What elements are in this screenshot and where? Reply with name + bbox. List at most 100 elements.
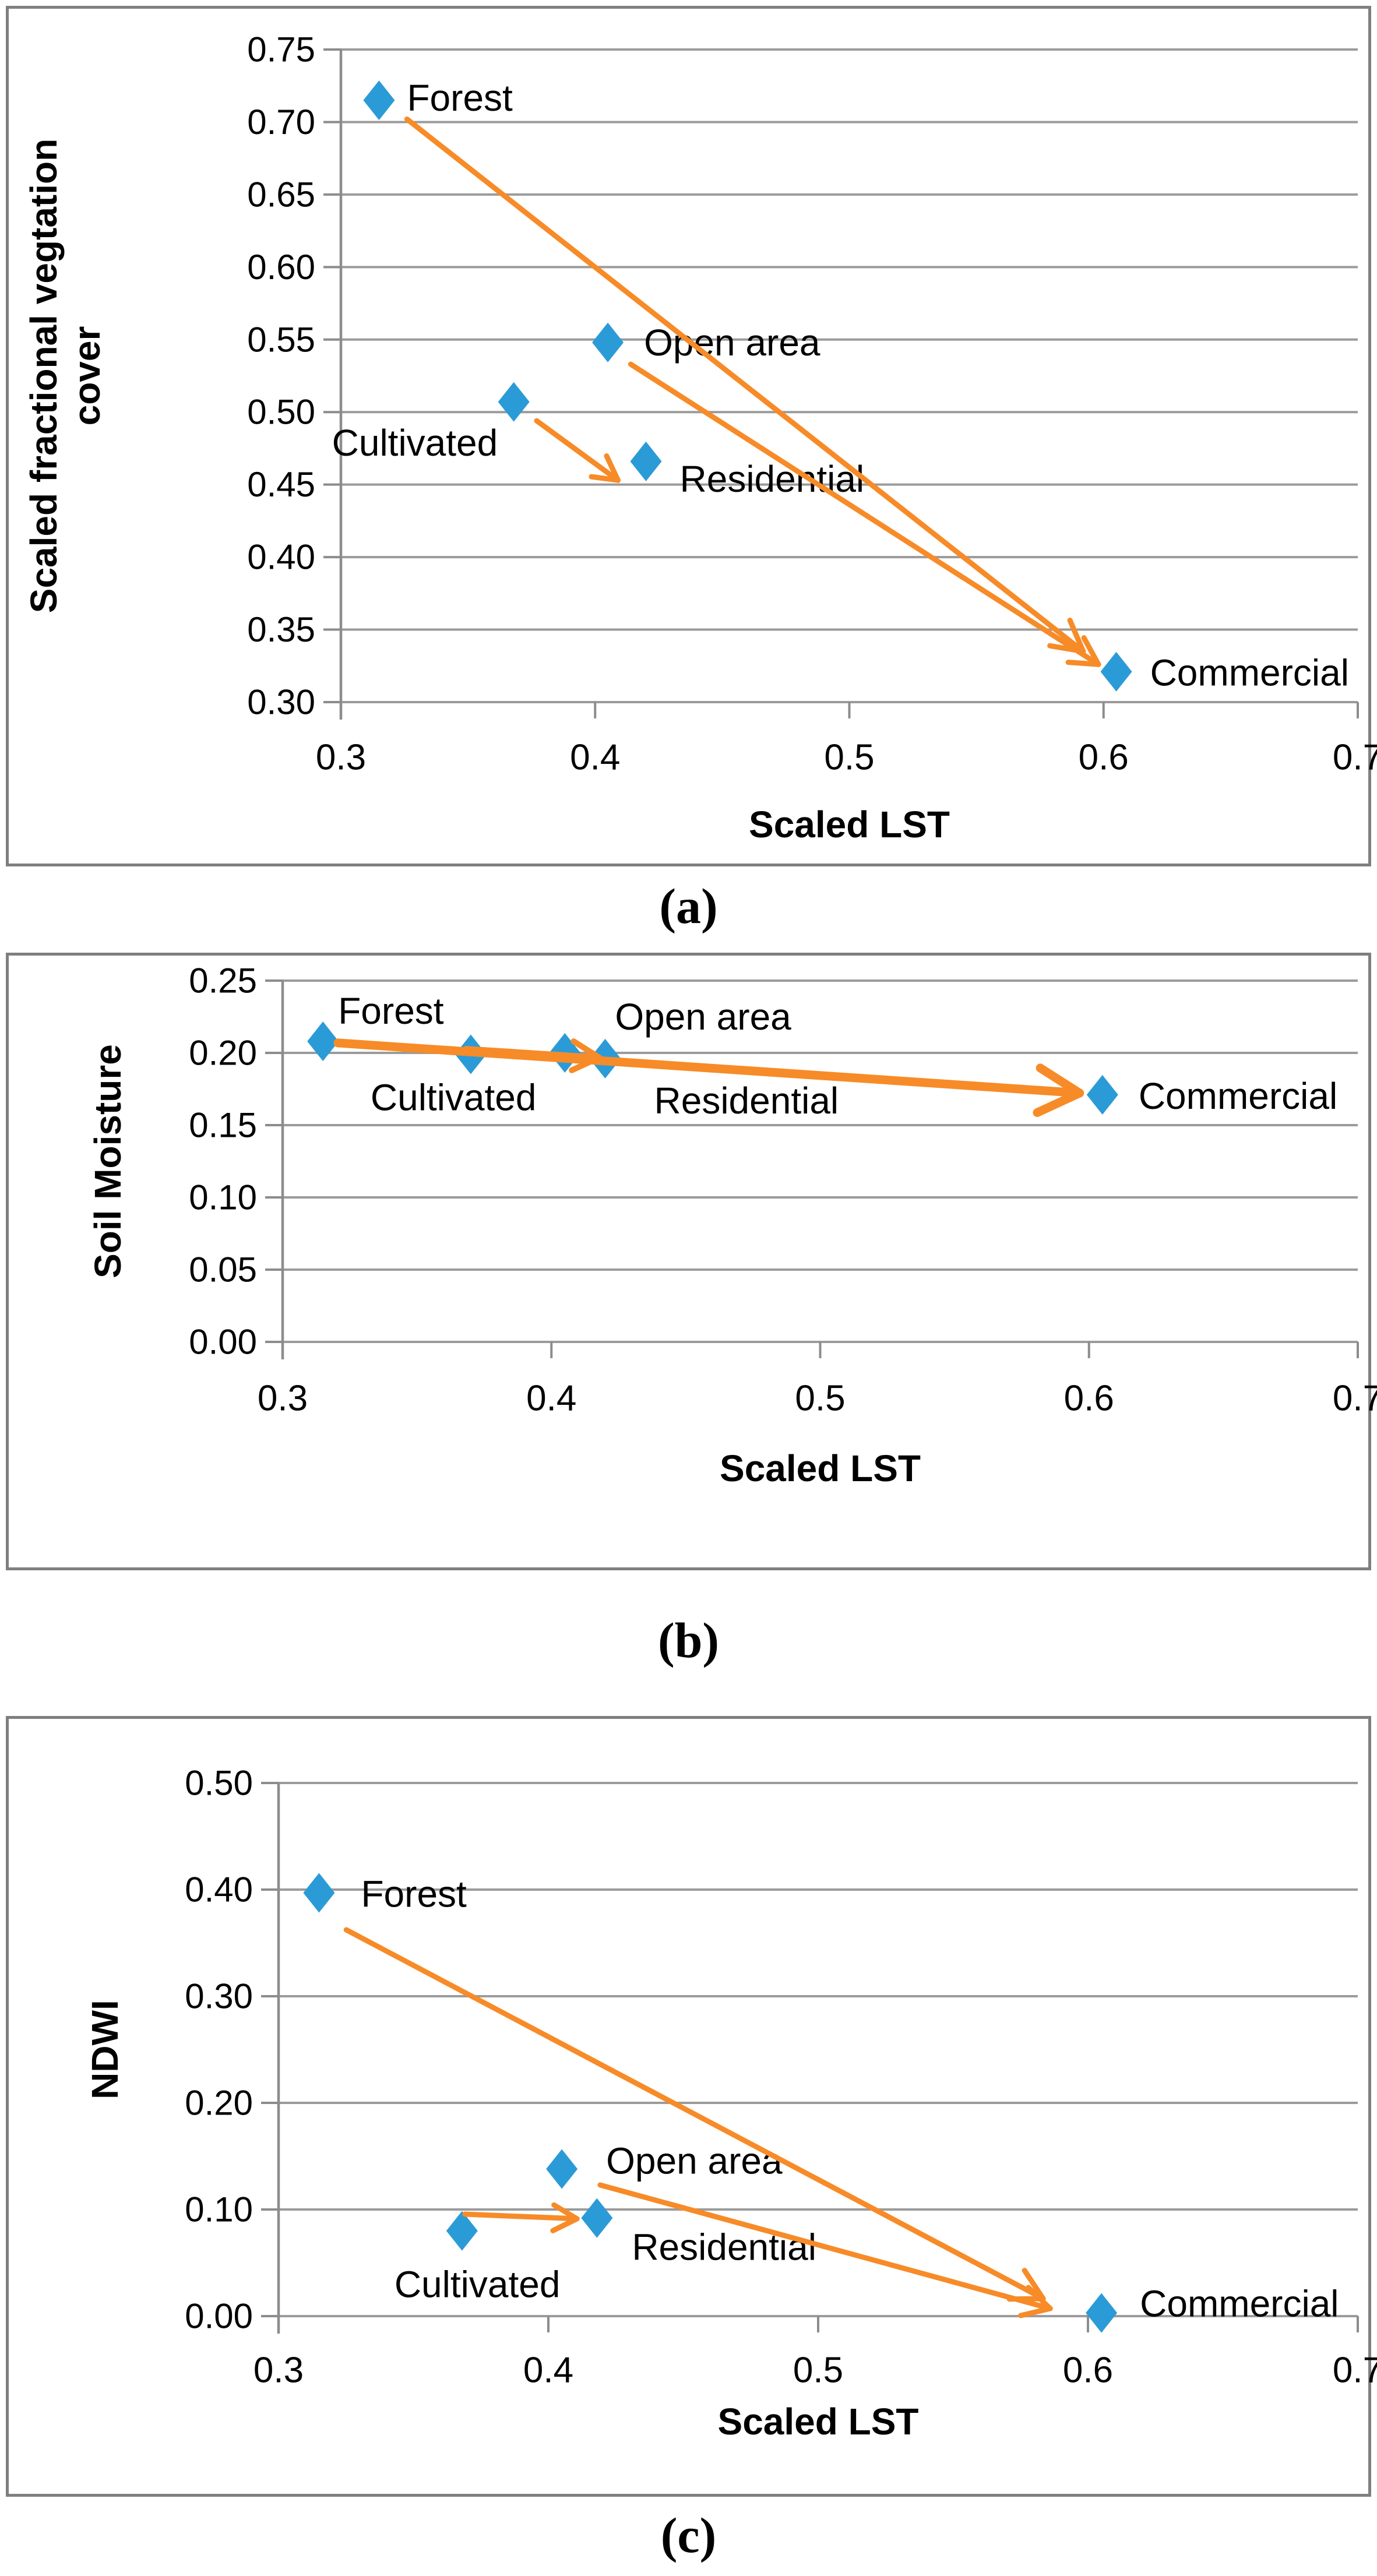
y-tick-label: 0.10 (185, 2190, 253, 2229)
y-tick-label: 0.60 (247, 248, 315, 287)
data-point-diamond-commercial (1086, 2293, 1118, 2333)
chart-b: 0.25 0.20 0.15 0.10 0.05 0.000.3 0.4 0.5 0.6 0.7 F… (87, 961, 1377, 1490)
y-tick-label: 0.55 (247, 320, 315, 359)
data-point-diamond-forest (363, 80, 395, 121)
y-axis-title-line: NDWI (84, 2000, 126, 2099)
x-tick-label: 0.3 (258, 1379, 308, 1419)
trend-arrow-shaft (597, 2182, 1053, 2311)
data-point-diamond-open-area (546, 2149, 578, 2189)
point-label-commercial: Commercial (1150, 652, 1349, 694)
x-tick-label: 0.4 (526, 1379, 576, 1419)
trend-arrow-shaft (534, 418, 621, 483)
x-tick-label: 0.7 (1333, 2351, 1377, 2391)
trend-arrow-head (1018, 2306, 1053, 2318)
x-tick-label: 0.6 (1063, 2351, 1113, 2391)
x-tick-label: 0.7 (1333, 1379, 1377, 1419)
y-axis-title-line: Scaled fractional vegtation (23, 139, 65, 613)
trend-arrow-shaft (404, 116, 1086, 654)
y-axis-title-line: cover (66, 326, 108, 426)
x-axis-title: Scaled LST (718, 2401, 919, 2443)
y-tick-label: 0.25 (189, 961, 257, 1000)
x-tick-label: 0.7 (1333, 738, 1377, 778)
y-tick-label: 0.30 (247, 683, 315, 722)
trend-arrow-shaft (343, 1927, 1046, 2302)
point-label-residential: Residential (632, 2226, 816, 2268)
trend-arrow-head (1036, 1063, 1084, 1098)
x-tick-label: 0.5 (795, 1379, 845, 1419)
trend-arrow-head (551, 2202, 580, 2222)
x-axis-title: Scaled LST (720, 1447, 921, 1489)
trend-arrow-shaft (333, 1038, 1084, 1098)
x-tick-label: 0.4 (570, 738, 620, 778)
point-label-forest: Forest (361, 1873, 467, 1915)
data-point-diamond-residential (630, 441, 662, 481)
point-label-cultivated: Cultivated (371, 1076, 537, 1118)
point-label-commercial: Commercial (1140, 2283, 1339, 2325)
caption-a: (a) (659, 878, 718, 934)
trend-arrow-head (589, 474, 621, 483)
trend-arrow-head (1065, 660, 1101, 667)
point-label-forest: Forest (407, 77, 513, 119)
x-tick-label: 0.6 (1064, 1379, 1114, 1419)
data-point-diamond-cultivated (498, 382, 530, 422)
trend-arrow-head (1033, 1088, 1084, 1117)
point-label-cultivated: Cultivated (395, 2264, 561, 2306)
caption-c: (c) (660, 2507, 717, 2563)
y-tick-label: 0.20 (185, 2084, 253, 2123)
data-point-diamond-open-area (592, 322, 624, 362)
y-axis-title-line: Soil Moisture (87, 1044, 129, 1278)
point-label-open-area: Open area (615, 996, 791, 1038)
chart-c: 0.50 0.40 0.30 0.20 0.10 0.000.3 0.4 0.5 0.6 0.7 F… (84, 1764, 1377, 2443)
data-point-diamond-residential (581, 2198, 613, 2238)
trend-arrow-head (569, 1054, 603, 1073)
point-label-residential: Residential (654, 1080, 839, 1122)
panel-b-soil-moisture-chart (6, 953, 1371, 1570)
y-tick-label: 0.10 (189, 1178, 257, 1217)
x-tick-label: 0.3 (253, 2351, 304, 2391)
trend-arrow-head (1067, 618, 1086, 654)
trend-arrow-shaft (628, 361, 1101, 667)
chart-a: 0.750.700.650.600.550.500.450.400.350.30… (23, 30, 1377, 846)
y-tick-label: 0.15 (189, 1106, 257, 1145)
x-tick-label: 0.5 (824, 738, 874, 778)
caption-b: (b) (657, 1612, 720, 1668)
data-point-diamond-forest (307, 1021, 339, 1062)
y-tick-label: 0.45 (247, 465, 315, 504)
trend-arrow-head (570, 1038, 603, 1060)
x-tick-label: 0.6 (1079, 738, 1129, 778)
y-tick-label: 0.40 (247, 538, 315, 577)
y-tick-label: 0.35 (247, 610, 315, 649)
y-tick-label: 0.50 (185, 1764, 253, 1803)
trend-arrow-head (550, 2216, 580, 2233)
point-label-commercial: Commercial (1139, 1075, 1337, 1117)
point-label-forest: Forest (338, 990, 444, 1032)
trend-arrow-head (1081, 635, 1101, 667)
panel-c-ndwi-chart (6, 1716, 1371, 2497)
y-tick-label: 0.75 (247, 30, 315, 69)
y-tick-label: 0.70 (247, 103, 315, 142)
y-tick-label: 0.50 (247, 393, 315, 432)
y-tick-label: 0.65 (247, 175, 315, 214)
x-tick-label: 0.5 (793, 2351, 843, 2391)
trend-arrow-head (1022, 2268, 1046, 2302)
y-tick-label: 0.40 (185, 1870, 253, 1909)
trend-arrow-shaft (463, 1046, 603, 1060)
x-tick-label: 0.4 (523, 2351, 573, 2391)
data-point-diamond-commercial (1100, 651, 1132, 692)
y-axis-title: NDWI (84, 2000, 126, 2099)
y-tick-label: 0.05 (189, 1250, 257, 1289)
data-point-diamond-cultivated (446, 2211, 478, 2251)
y-tick-label: 0.00 (185, 2297, 253, 2336)
y-tick-label: 0.30 (185, 1977, 253, 2016)
point-label-cultivated: Cultivated (332, 422, 498, 464)
y-axis-title: Scaled fractional vegtation cover (23, 139, 108, 613)
y-tick-label: 0.20 (189, 1034, 257, 1073)
panel-a-scaled-fvc-chart (6, 6, 1371, 866)
data-point-diamond-forest (303, 1873, 335, 1913)
x-axis-title: Scaled LST (749, 804, 950, 845)
x-tick-label: 0.3 (316, 738, 366, 778)
trend-arrow-head (1026, 2285, 1053, 2311)
trend-arrow-head (604, 453, 621, 483)
y-axis-title: Soil Moisture (87, 1044, 129, 1278)
